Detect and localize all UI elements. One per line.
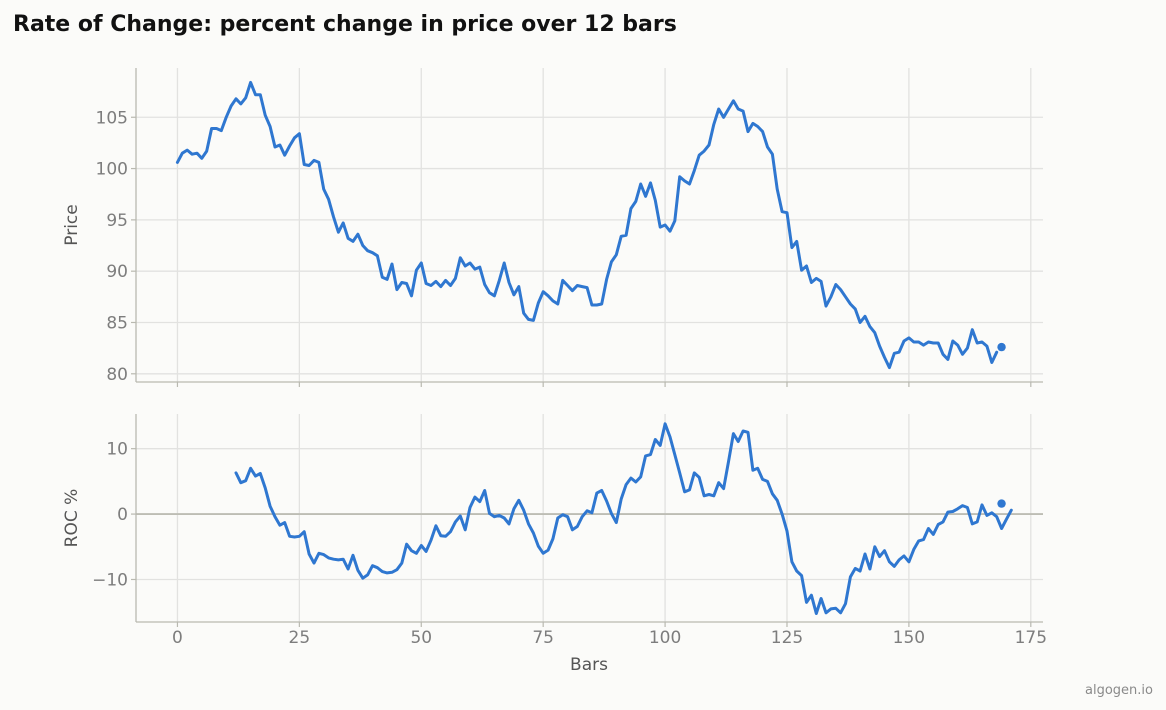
roc-ytick-label: 0 [117, 505, 128, 525]
roc-ytick-label: 10 [106, 440, 128, 460]
roc-ytick-label: −10 [92, 570, 128, 590]
price-ytick-label: 80 [106, 365, 128, 385]
price-ytick-label: 105 [96, 108, 128, 128]
x-tick-label: 175 [1015, 628, 1047, 648]
price-series-line [175, 80, 999, 370]
price-ytick-label: 95 [106, 211, 128, 231]
x-tick-label: 150 [893, 628, 925, 648]
x-tick-label: 100 [649, 628, 681, 648]
x-tick-label: 50 [410, 628, 432, 648]
x-tick-label: 125 [771, 628, 803, 648]
price-panel: 80 85 90 95 100 105 Price [62, 68, 1043, 387]
price-ytick-label: 85 [106, 313, 128, 333]
x-tick-label: 25 [289, 628, 311, 648]
credit-text: algogen.io [1085, 683, 1153, 698]
roc-panel: −10 0 10 ROC % 0 25 50 75 100 125 150 175 [62, 414, 1047, 648]
x-tick-label: 0 [172, 628, 183, 648]
price-y-axis-label: Price [62, 204, 82, 245]
price-ytick-label: 100 [96, 160, 128, 180]
x-tick-label: 75 [532, 628, 554, 648]
x-axis-label: Bars [570, 655, 608, 675]
price-last-point [997, 342, 1006, 352]
roc-y-axis-label: ROC % [62, 489, 82, 548]
chart-title: Rate of Change: percent change in price … [13, 12, 677, 37]
roc-series-line [234, 422, 1013, 615]
roc-last-point [997, 499, 1006, 508]
price-ytick-label: 90 [106, 262, 128, 282]
